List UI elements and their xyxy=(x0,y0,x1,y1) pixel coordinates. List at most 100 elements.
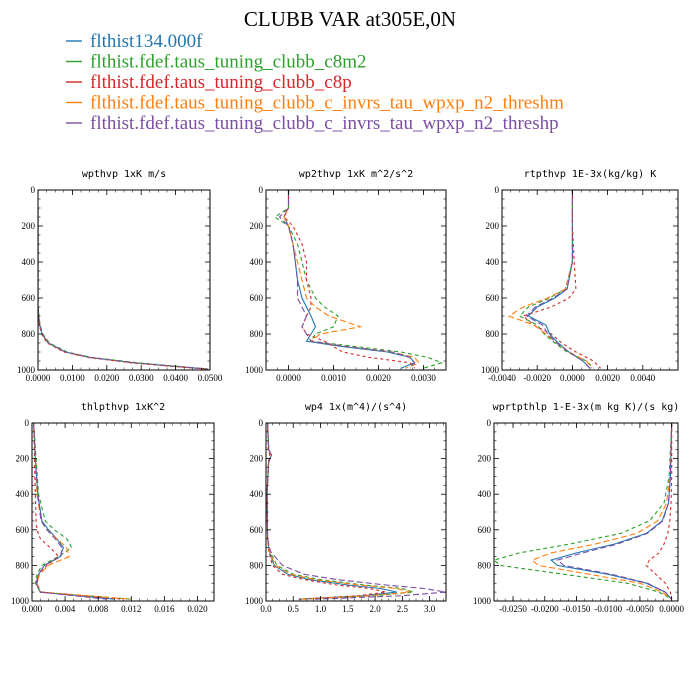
x-tick-label: 0.0500 xyxy=(198,373,223,383)
x-tick-label: 0.012 xyxy=(121,604,141,614)
y-tick-label: 1000 xyxy=(245,365,264,375)
panel-title: thlpthvp 1xK^2 xyxy=(81,402,165,413)
series-line xyxy=(283,190,420,369)
legend-entry: flthist.fdef.taus_tuning_clubb_c8p xyxy=(66,72,352,93)
y-tick-label: 400 xyxy=(16,489,30,499)
x-tick-label: -0.0250 xyxy=(499,604,527,614)
series-group xyxy=(507,190,601,369)
x-tick-label: -0.0040 xyxy=(488,373,516,383)
plot-frame xyxy=(37,189,211,371)
y-tick-label: 600 xyxy=(250,293,264,303)
x-tick-label: 0.0100 xyxy=(60,373,85,383)
plot-frame xyxy=(493,422,679,602)
plot-frame xyxy=(31,422,215,602)
legend-entry: flthist134.000f xyxy=(66,31,203,52)
legend-label: flthist.fdef.taus_tuning_clubb_c8p xyxy=(90,72,352,93)
y-tick-label: 800 xyxy=(250,560,264,570)
legend: flthist134.000fflthist.fdef.taus_tuning_… xyxy=(66,31,564,134)
series-line xyxy=(33,423,132,600)
y-tick-label: 600 xyxy=(486,293,500,303)
y-tick-label: 0 xyxy=(487,418,492,428)
x-tick-label: 0.5 xyxy=(288,604,300,614)
panel-title: wpthvp 1xK m/s xyxy=(82,169,166,180)
y-tick-label: 800 xyxy=(478,560,492,570)
y-tick-label: 200 xyxy=(478,454,492,464)
series-line xyxy=(278,190,416,369)
series-group xyxy=(33,423,132,600)
series-line xyxy=(33,423,115,600)
x-tick-label: 0.0000 xyxy=(659,604,684,614)
x-tick-label: 0.0000 xyxy=(276,373,301,383)
series-line xyxy=(33,423,132,600)
legend-label: flthist134.000f xyxy=(90,31,203,52)
x-tick-label: 1.5 xyxy=(342,604,354,614)
y-tick-label: 600 xyxy=(22,293,36,303)
plot-frame xyxy=(501,189,679,371)
series-line xyxy=(38,208,210,370)
y-tick-label: 400 xyxy=(478,489,492,499)
x-tick-label: 0.0040 xyxy=(630,373,655,383)
legend-entry: flthist.fdef.taus_tuning_clubb_c_invrs_t… xyxy=(66,93,564,114)
series-line xyxy=(38,208,208,370)
x-tick-label: 0.0400 xyxy=(163,373,188,383)
x-tick-label: 0.016 xyxy=(154,604,175,614)
x-tick-label: 0.0200 xyxy=(94,373,119,383)
y-tick-label: 1000 xyxy=(245,596,264,606)
series-line xyxy=(33,423,107,600)
x-tick-label: 0.0020 xyxy=(366,373,391,383)
x-tick-label: -0.0150 xyxy=(563,604,591,614)
legend-entry: flthist.fdef.taus_tuning_clubb_c8m2 xyxy=(66,52,367,73)
y-tick-label: 1000 xyxy=(17,365,36,375)
series-line xyxy=(38,208,207,370)
x-tick-label: 0.020 xyxy=(187,604,208,614)
x-tick-label: 1.0 xyxy=(315,604,327,614)
series-line xyxy=(507,190,593,369)
panel-title: wp4 1x(m^4)/(s^4) xyxy=(305,402,407,413)
x-tick-label: -0.0020 xyxy=(523,373,551,383)
series-line xyxy=(645,423,673,600)
series-line xyxy=(494,423,673,600)
x-tick-label: 2.0 xyxy=(369,604,381,614)
panel: wprtpthlp 1-E-3x(m kg K)/(s kg)0 200 400 60… xyxy=(473,402,685,614)
x-tick-label: 0.0020 xyxy=(595,373,620,383)
y-tick-label: 0 xyxy=(31,185,36,195)
legend-label: flthist.fdef.taus_tuning_clubb_c_invrs_t… xyxy=(90,93,564,114)
series-group xyxy=(494,423,673,600)
legend-label: flthist.fdef.taus_tuning_clubb_c_invrs_t… xyxy=(90,113,559,134)
panel: wp2thvp 1xK m^2/s^2 0 200 400 600 800 1000 0.00… xyxy=(245,169,447,383)
series-group xyxy=(266,423,446,600)
series-line xyxy=(33,423,124,600)
y-tick-label: 800 xyxy=(16,560,30,570)
series-line xyxy=(274,190,444,369)
y-tick-label: 200 xyxy=(22,221,36,231)
series-group xyxy=(274,190,444,369)
y-tick-label: 600 xyxy=(250,525,264,535)
y-tick-label: 200 xyxy=(486,221,500,231)
y-tick-label: 0 xyxy=(495,185,500,195)
series-line xyxy=(266,423,411,600)
x-tick-label: 0.0000 xyxy=(560,373,585,383)
panel: rtpthvp 1E-3x(kg/kg) K02004006008001000-… xyxy=(481,169,679,383)
series-line xyxy=(531,423,673,600)
series-group xyxy=(38,208,210,370)
y-tick-label: 200 xyxy=(16,454,30,464)
series-line xyxy=(549,423,673,600)
x-tick-label: 0.0000 xyxy=(26,373,51,383)
x-tick-label: -0.0050 xyxy=(626,604,654,614)
x-tick-label: 0.008 xyxy=(88,604,109,614)
y-tick-label: 1000 xyxy=(473,596,492,606)
series-line xyxy=(525,190,591,369)
x-tick-label: 0.0010 xyxy=(321,373,346,383)
x-tick-label: 3.0 xyxy=(424,604,436,614)
x-tick-label: -0.0100 xyxy=(594,604,622,614)
y-tick-label: 400 xyxy=(250,489,264,499)
y-tick-label: 400 xyxy=(486,257,500,267)
x-tick-label: 0.000 xyxy=(22,604,43,614)
x-tick-label: 2.5 xyxy=(397,604,409,614)
y-tick-label: 600 xyxy=(16,525,30,535)
series-line xyxy=(283,190,416,369)
